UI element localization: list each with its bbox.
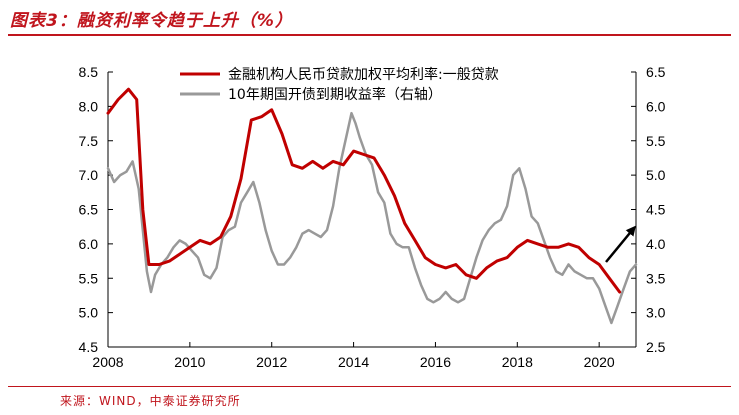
- annotation-layer: [605, 225, 636, 263]
- chart-axes: 4.5 5.0 5.5 6.0 6.5 7.0 7.5 8.0 8.5 2.5 3.0 3.5 4.0 4…: [79, 64, 666, 370]
- y-tick-label-left: 4.5: [79, 339, 99, 355]
- y-tick-label-right: 6.5: [646, 64, 666, 80]
- series-layer: [106, 87, 638, 325]
- series-line-loan-rate: [106, 87, 622, 294]
- legend-item-cdb-yield-label: 10年期国开债到期收益率（右轴）: [228, 86, 442, 103]
- chart: 4.5 5.0 5.5 6.0 6.5 7.0 7.5 8.0 8.5 2.5 3.0 3.5 4.0 4…: [79, 64, 666, 370]
- figure-title: 图表3：融资利率令趋于上升（%）: [10, 11, 293, 31]
- source-note: 来源：WIND，中泰证券研究所: [60, 394, 241, 408]
- y-tick-label-left: 8.5: [79, 64, 99, 80]
- y-tick-label-right: 4.0: [646, 236, 666, 252]
- y-tick-label-right: 2.5: [646, 339, 666, 355]
- x-tick-label: 2012: [256, 354, 287, 370]
- y-tick-label-left: 6.0: [79, 236, 99, 252]
- title-divider: [8, 34, 731, 36]
- y-tick-label-right: 5.0: [646, 167, 666, 183]
- legend-item-loan-rate-label: 金融机构人民币贷款加权平均利率:一般贷款: [228, 66, 499, 83]
- series-line-cdb-10y-yield: [106, 111, 638, 325]
- x-tick-label: 2010: [174, 354, 205, 370]
- y-tick-label-right: 4.5: [646, 202, 666, 218]
- x-tick-label: 2018: [502, 354, 533, 370]
- y-tick-label-right: 3.0: [646, 305, 666, 321]
- legend: 金融机构人民币贷款加权平均利率:一般贷款 10年期国开债到期收益率（右轴）: [180, 66, 499, 103]
- y-tick-label-right: 3.5: [646, 270, 666, 286]
- y-tick-label-left: 5.5: [79, 270, 99, 286]
- x-tick-label: 2014: [338, 354, 369, 370]
- source-divider: [8, 386, 731, 387]
- y-tick-label-left: 7.5: [79, 133, 99, 149]
- x-tick-label: 2008: [92, 354, 123, 370]
- x-tick-label: 2016: [420, 354, 451, 370]
- y-tick-label-left: 5.0: [79, 305, 99, 321]
- y-tick-label-right: 6.0: [646, 98, 666, 114]
- y-tick-label-left: 7.0: [79, 167, 99, 183]
- x-tick-label: 2020: [584, 354, 615, 370]
- rising-trend-arrow: [605, 225, 636, 263]
- y-tick-label-right: 5.5: [646, 133, 666, 149]
- y-tick-label-left: 6.5: [79, 202, 99, 218]
- y-tick-label-left: 8.0: [79, 98, 99, 114]
